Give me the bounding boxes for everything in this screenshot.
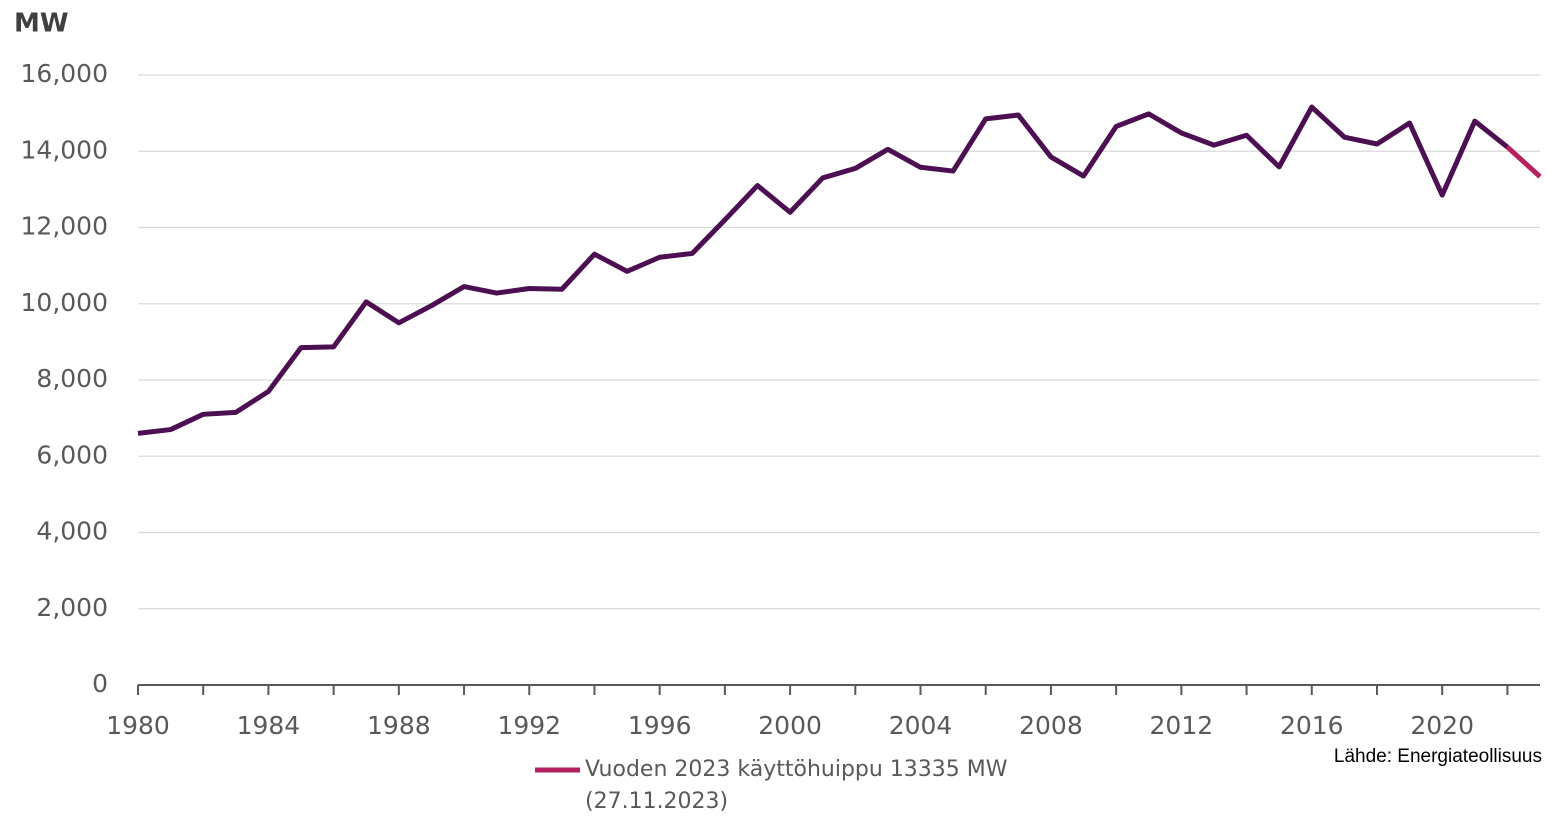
y-axis-label: MW [14,9,69,39]
x-tick-label: 1996 [628,711,692,740]
y-tick-label: 0 [92,669,108,698]
y-tick-label: 16,000 [21,59,108,88]
x-tick-label: 1992 [497,711,561,740]
legend-note: (27.11.2023) [585,789,728,814]
y-tick-label: 14,000 [21,135,108,164]
x-tick-label: 1984 [237,711,301,740]
legend-label: Vuoden 2023 käyttöhuippu 13335 MW [585,757,1008,782]
y-tick-label: 8,000 [36,364,108,393]
line-series [1505,145,1542,179]
y-tick-label: 6,000 [36,440,108,469]
x-tick-label: 1980 [106,711,170,740]
line-series [137,104,1509,436]
y-tick-label: 12,000 [21,212,108,241]
x-tick-label: 2004 [889,711,953,740]
x-tick-label: 1988 [367,711,431,740]
x-tick-label: 2012 [1150,711,1214,740]
source: Lähde: Energiateollisuus [1334,746,1542,767]
x-tick-label: 2008 [1019,711,1083,740]
y-tick-label: 10,000 [21,288,108,317]
y-tick-label: 4,000 [36,517,108,546]
x-tick-label: 2000 [758,711,822,740]
y-tick-label: 2,000 [36,593,108,622]
x-tick-label: 2016 [1280,711,1344,740]
x-tick-label: 2020 [1410,711,1474,740]
